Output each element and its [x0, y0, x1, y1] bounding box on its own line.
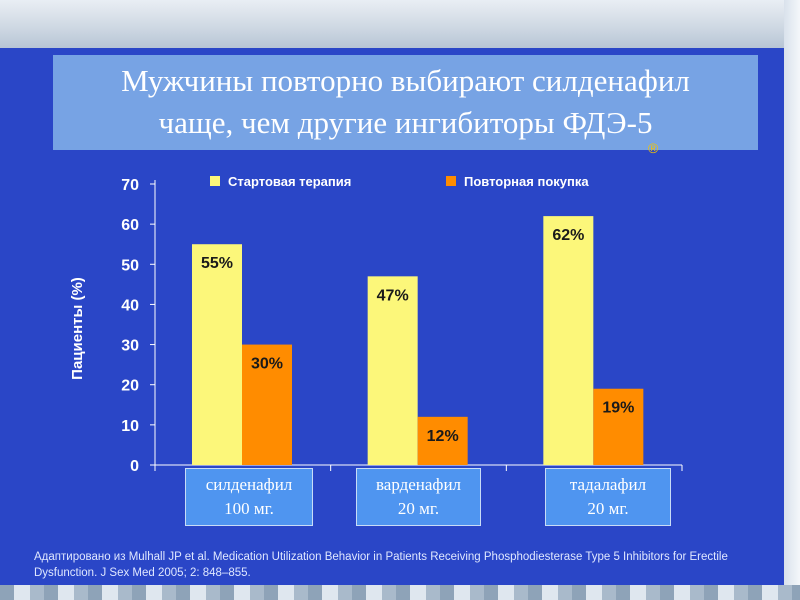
- data-label: 12%: [427, 428, 459, 445]
- bar-repeat-sildenafil: [242, 344, 292, 465]
- category-label-line1: варденафил: [375, 475, 462, 494]
- registered-mark: ®: [648, 140, 659, 156]
- bar-initial-vardenafil: [367, 276, 418, 465]
- y-tick-label: 50: [121, 257, 139, 274]
- category-label-line2: 20 мг.: [587, 499, 629, 518]
- y-tick-label: 0: [130, 458, 139, 475]
- y-axis-title: Пациенты (%): [69, 277, 86, 380]
- bar-repeat-tadalafil: [593, 388, 644, 465]
- data-label: 55%: [201, 255, 233, 272]
- title-line-1: Мужчины повторно выбирают силденафил: [121, 63, 690, 98]
- footnote-line-2: Dysfunction. J Sex Med 2005; 2: 848–855.: [34, 567, 251, 579]
- legend-swatch-initial: [210, 176, 220, 186]
- legend-label-repeat: Повторная покупка: [464, 174, 589, 189]
- top-decorative-strip: [0, 0, 800, 48]
- category-label-line2: 20 мг.: [397, 499, 440, 518]
- category-label-line1: силденафил: [205, 475, 293, 494]
- bar-initial-tadalafil: [543, 216, 594, 465]
- bar-repeat-vardenafil: [417, 416, 468, 465]
- y-tick-label: 20: [121, 378, 139, 395]
- legend-swatch-repeat: [446, 176, 456, 186]
- title-line-2: чаще, чем другие ингибиторы ФДЭ-5: [158, 105, 653, 140]
- y-tick-label: 70: [121, 177, 139, 194]
- data-label: 62%: [552, 227, 584, 244]
- bottom-decorative-strip: [0, 585, 800, 600]
- bar-initial-sildenafil: [192, 244, 242, 465]
- category-box-vardenafil: варденафил 20 мг.: [356, 468, 481, 526]
- category-label-line1: тадалафил: [569, 475, 647, 494]
- category-label-line2: 100 мг.: [224, 499, 274, 518]
- data-label: 47%: [377, 287, 409, 304]
- data-label: 19%: [602, 400, 634, 417]
- category-box-tadalafil: тадалафил 20 мг.: [545, 468, 671, 526]
- y-tick-label: 10: [121, 418, 139, 435]
- right-decorative-edge: [784, 0, 800, 600]
- category-box-sildenafil: силденафил 100 мг.: [185, 468, 313, 526]
- footnote-line-1: Адаптировано из Mulhall JP et al. Medica…: [34, 551, 728, 563]
- legend-label-initial: Стартовая терапия: [228, 174, 351, 189]
- source-footnote: Адаптировано из Mulhall JP et al. Medica…: [34, 549, 774, 581]
- y-tick-label: 30: [121, 338, 139, 355]
- data-label: 30%: [251, 356, 283, 373]
- y-tick-label: 40: [121, 297, 139, 314]
- y-tick-label: 60: [121, 217, 139, 234]
- title-box: Мужчины повторно выбирают силденафил чащ…: [53, 55, 758, 150]
